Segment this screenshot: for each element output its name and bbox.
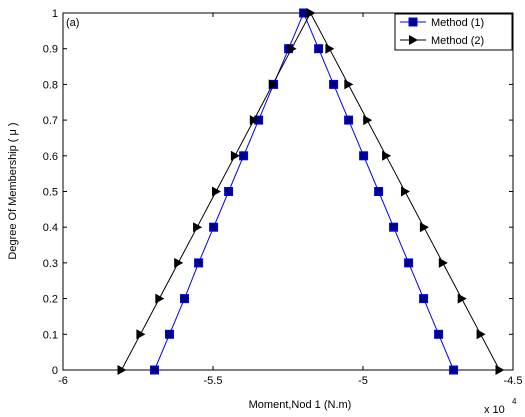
legend-label-method-1: Method (1) bbox=[431, 17, 484, 29]
y-tick-label: 0.9 bbox=[43, 44, 58, 56]
data-point-method-2 bbox=[438, 257, 448, 268]
data-point-method-2 bbox=[363, 115, 373, 126]
data-point-method-2 bbox=[193, 222, 203, 233]
series-layer bbox=[117, 8, 505, 375]
data-point-method-2 bbox=[344, 79, 354, 90]
data-point-method-1 bbox=[150, 365, 159, 375]
data-point-method-2 bbox=[268, 79, 278, 90]
data-point-method-2 bbox=[212, 186, 221, 197]
x-tick-label: -5 bbox=[358, 375, 368, 387]
data-point-method-2 bbox=[401, 186, 410, 197]
y-tick-label: 0 bbox=[52, 365, 58, 377]
data-point-method-1 bbox=[374, 187, 384, 196]
data-point-method-1 bbox=[180, 294, 189, 304]
data-point-method-2 bbox=[136, 329, 146, 340]
panel-label: (a) bbox=[66, 17, 79, 29]
x-axis: -6 -5.5 -5 -4.5 bbox=[58, 13, 522, 387]
legend-label-method-2: Method (2) bbox=[431, 35, 484, 47]
series-method-2 bbox=[117, 8, 505, 375]
x-tick-label: -5.5 bbox=[204, 375, 223, 387]
data-point-method-2 bbox=[495, 365, 505, 375]
data-point-method-2 bbox=[476, 329, 486, 340]
data-point-method-1 bbox=[449, 365, 459, 375]
data-point-method-2 bbox=[457, 293, 467, 304]
y-tick-label: 0.7 bbox=[43, 115, 58, 127]
data-point-method-2 bbox=[117, 365, 127, 375]
x-axis-label: Moment,Nod 1 (N.m) bbox=[249, 399, 352, 411]
x-multiplier-exponent: 4 bbox=[512, 397, 517, 406]
data-point-method-1 bbox=[299, 8, 309, 18]
legend-marker-method-1 bbox=[408, 17, 418, 27]
data-point-method-1 bbox=[314, 44, 324, 54]
y-tick-label: 0.4 bbox=[43, 222, 58, 234]
data-point-method-1 bbox=[344, 115, 354, 125]
data-point-method-1 bbox=[224, 187, 234, 196]
data-point-method-1 bbox=[239, 151, 249, 161]
y-tick-label: 0.6 bbox=[43, 151, 58, 163]
legend: Method (1) Method (2) bbox=[394, 13, 513, 51]
y-tick-label: 0.5 bbox=[43, 187, 58, 199]
data-point-method-1 bbox=[329, 79, 339, 89]
data-point-method-1 bbox=[419, 294, 429, 304]
data-point-method-2 bbox=[155, 293, 165, 304]
legend-marker-method-2 bbox=[409, 35, 418, 45]
y-tick-label: 0.2 bbox=[43, 294, 58, 306]
data-point-method-2 bbox=[249, 115, 259, 126]
y-tick-label: 1 bbox=[52, 8, 58, 20]
data-point-method-1 bbox=[389, 222, 399, 232]
data-point-method-2 bbox=[382, 150, 392, 161]
data-point-method-2 bbox=[306, 8, 316, 18]
legend-box bbox=[394, 13, 513, 51]
y-tick-label: 0.3 bbox=[43, 258, 58, 270]
data-point-method-2 bbox=[174, 257, 184, 268]
plot-area bbox=[62, 12, 514, 371]
data-point-method-1 bbox=[404, 258, 414, 268]
data-point-method-1 bbox=[359, 151, 369, 161]
data-point-method-2 bbox=[230, 150, 240, 161]
y-tick-label: 0.1 bbox=[43, 329, 58, 341]
data-point-method-1 bbox=[209, 222, 219, 232]
data-point-method-2 bbox=[419, 222, 429, 233]
data-point-method-1 bbox=[434, 329, 444, 339]
x-multiplier: x 10 bbox=[484, 404, 505, 416]
data-point-method-1 bbox=[165, 329, 174, 339]
x-tick-label: -4.5 bbox=[504, 375, 523, 387]
data-point-method-2 bbox=[287, 43, 297, 54]
data-point-method-1 bbox=[194, 258, 204, 268]
y-axis: 0 0.1 0.2 0.3 0.4 0.5 0.6 0.7 0.8 0.9 1 bbox=[43, 8, 513, 377]
y-tick-label: 0.8 bbox=[43, 79, 58, 91]
data-point-method-2 bbox=[325, 43, 335, 54]
x-tick-label: -6 bbox=[58, 375, 68, 387]
y-axis-label: Degree Of Membership ( μ ) bbox=[7, 122, 19, 259]
